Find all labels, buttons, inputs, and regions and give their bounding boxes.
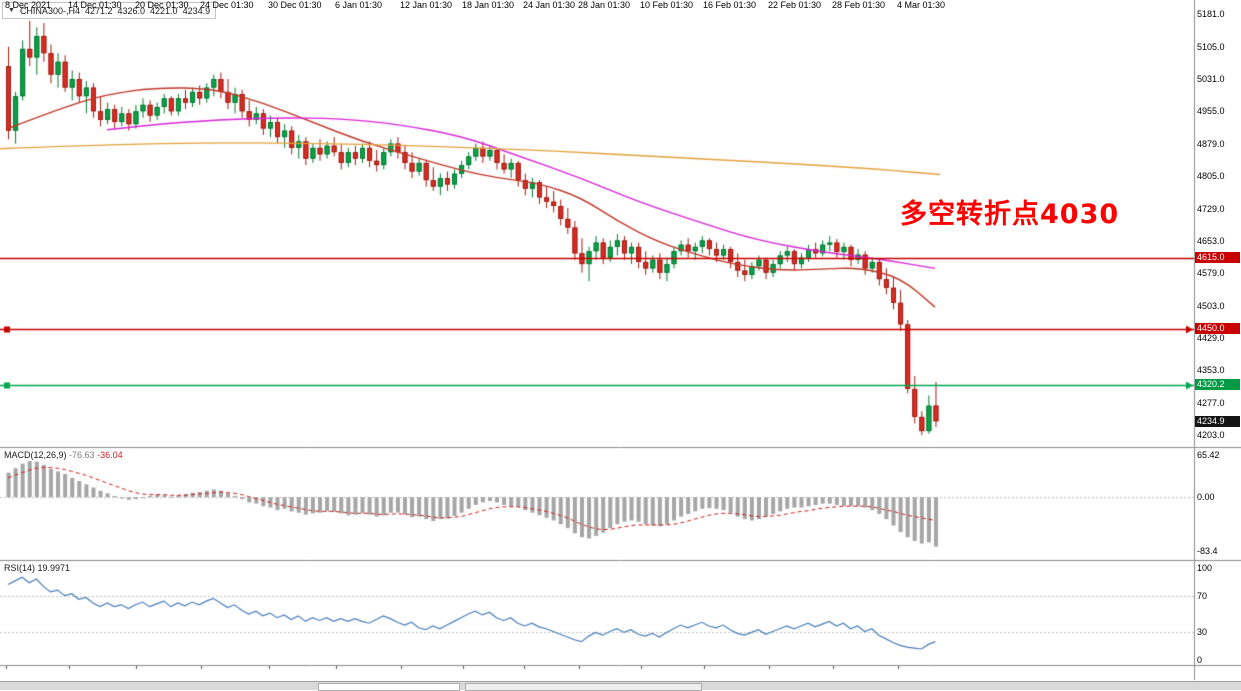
time-tick-label: 16 Feb 01:30	[703, 0, 757, 10]
axis-tick-label: 4503.0	[1197, 300, 1225, 311]
time-tick-label: 18 Jan 01:30	[462, 0, 515, 10]
axis-tick-label: 4955.0	[1197, 106, 1225, 117]
axis-tick-label: 5031.0	[1197, 73, 1225, 84]
current-price-label: 4234.9	[1195, 415, 1240, 427]
time-tick-label: 6 Jan 01:30	[335, 0, 383, 10]
axis-tick-label: 4353.0	[1197, 365, 1225, 376]
symbol-ohlc-box[interactable]: ▼ CHINA300-,H4 4271.2 4326.0 4221.0 4234…	[2, 2, 217, 19]
time-tick-label: 20 Dec 01:30	[135, 0, 189, 10]
collapse-arrow-icon[interactable]: ▼	[8, 7, 15, 14]
axis-tick-label: 70	[1197, 590, 1208, 601]
time-tick-label: 4 Mar 01:30	[897, 0, 946, 10]
macd-signal-value: -36.04	[97, 450, 123, 460]
macd-indicator-label: MACD(12,26,9) -76.63 -36.04	[4, 450, 123, 460]
axis-tick-label: 4203.0	[1197, 429, 1225, 440]
axis-tick-label: 4879.0	[1197, 138, 1225, 149]
ohlc-close: 4234.9	[182, 5, 211, 16]
bottom-scrollbar[interactable]	[0, 681, 1241, 691]
time-tick-label: 28 Feb 01:30	[832, 0, 886, 10]
time-tick-label: 22 Feb 01:30	[768, 0, 822, 10]
symbol-period-label: CHINA300-,H4	[19, 5, 80, 16]
axis-tick-label: -83.4	[1197, 545, 1218, 556]
axis-tick-label: 5105.0	[1197, 41, 1225, 52]
macd-name: MACD(12,26,9)	[4, 450, 67, 460]
chart-annotation-text[interactable]: 多空转折点4030	[900, 199, 1120, 230]
axis-tick-label: 4653.0	[1197, 236, 1225, 247]
ohlc-open: 4271.2	[84, 5, 113, 16]
hline-price-label: 4320.2	[1195, 379, 1240, 391]
rsi-name: RSI(14)	[4, 563, 36, 573]
axis-tick-label: 0.00	[1197, 492, 1215, 503]
time-tick-label: 30 Dec 01:30	[268, 0, 322, 10]
axis-tick-label: 4729.0	[1197, 203, 1225, 214]
hline-price-label: 4615.0	[1195, 252, 1240, 264]
time-tick-label: 24 Jan 01:30	[523, 0, 576, 10]
axis-tick-label: 30	[1197, 627, 1208, 638]
axis-tick-label: 4579.0	[1197, 268, 1225, 279]
axis-tick-label: 65.42	[1197, 450, 1220, 460]
time-tick-label: 10 Feb 01:30	[640, 0, 694, 10]
rsi-value: 19.9971	[37, 563, 71, 573]
axis-tick-label: 0	[1197, 655, 1203, 666]
axis-tick-label: 5181.0	[1197, 8, 1225, 19]
axis-tick-label: 4277.0	[1197, 398, 1225, 409]
time-tick-label: 28 Jan 01:30	[578, 0, 631, 10]
ohlc-low: 4221.0	[150, 5, 178, 16]
ohlc-high: 4326.0	[117, 5, 146, 16]
time-tick-label: 8 Dec 2021	[5, 0, 52, 10]
time-tick-label: 12 Jan 01:30	[400, 0, 453, 10]
hline-price-label: 4450.0	[1195, 323, 1240, 335]
macd-main-value: -76.63	[69, 450, 95, 460]
time-tick-label: 24 Dec 01:30	[200, 0, 254, 10]
axis-tick-label: 100	[1197, 562, 1213, 573]
axis-tick-label: 4805.0	[1197, 170, 1225, 181]
axis-tick-label: 4429.0	[1197, 332, 1225, 343]
rsi-indicator-label: RSI(14) 19.9971	[4, 563, 70, 573]
time-tick-label: 14 Dec 01:30	[68, 0, 122, 10]
